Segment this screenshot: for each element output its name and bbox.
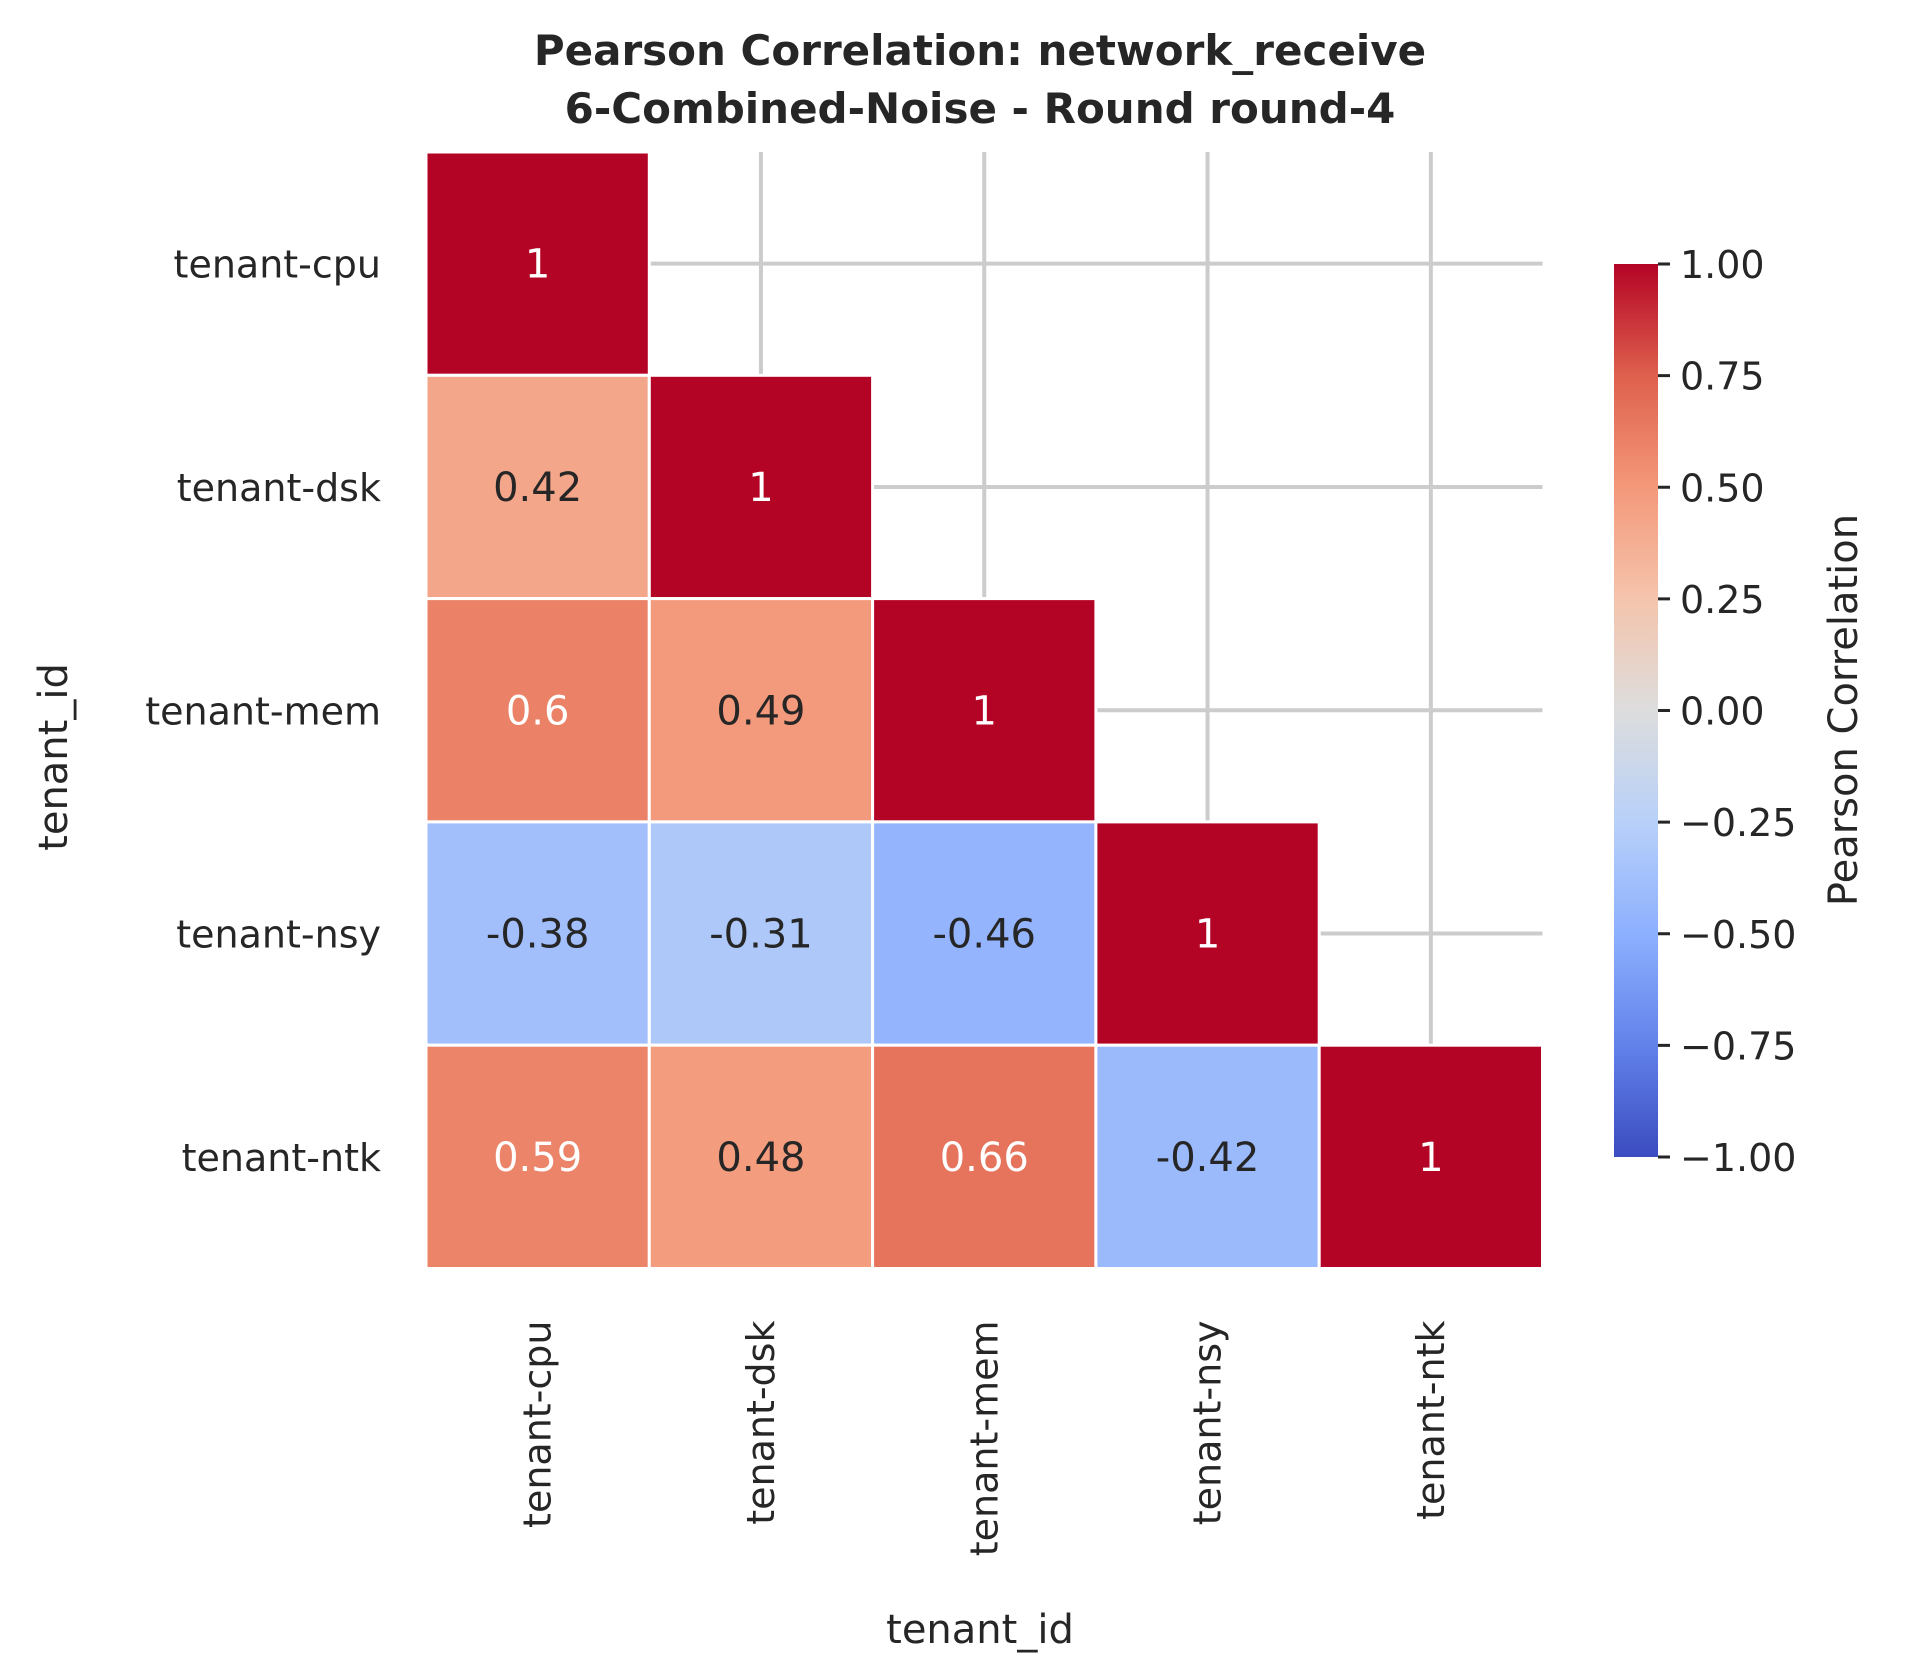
x-tick-label: tenant-mem: [962, 1321, 1006, 1557]
cell-value-label: 0.42: [493, 465, 582, 511]
colorbar-label: Pearson Correlation: [1821, 514, 1867, 906]
colorbar-tick-label: 0.25: [1680, 578, 1765, 622]
cell-value-label: -0.42: [1156, 1135, 1260, 1181]
heatmap-cell: [1317, 1043, 1544, 1270]
colorbar-tick-label: −1.00: [1680, 1136, 1796, 1180]
cell-value-label: 1: [1418, 1135, 1443, 1181]
colorbar: [1614, 264, 1658, 1157]
colorbar-tick-label: 0.75: [1680, 355, 1765, 399]
x-tick-labels: tenant-cpu tenant-dsk tenant-mem tenant-nsy…: [516, 1321, 1453, 1557]
heatmap-cells: 1 0.42 1 0.6 0.49 1 -0.38 -0.31 -0.46 1 0.59 0.48 0.…: [424, 150, 1544, 1270]
colorbar-tick-label: 1.00: [1680, 243, 1765, 287]
heatmap-cell: [871, 820, 1098, 1047]
x-tick-label: tenant-nsy: [1186, 1321, 1230, 1526]
y-tick-label: tenant-nsy: [176, 913, 381, 957]
colorbar-ticks: 1.00 0.75 0.50 0.25 0.00 −0.25 −0.50 −0.75 −1.00: [1658, 243, 1796, 1180]
x-tick-label: tenant-ntk: [1409, 1321, 1453, 1520]
y-tick-label: tenant-cpu: [174, 243, 381, 287]
heatmap-cell: [424, 1043, 651, 1270]
chart-title-line2: 6-Combined-Noise - Round round-4: [565, 84, 1396, 133]
cell-value-label: 1: [972, 688, 997, 734]
heatmap-cell: [871, 597, 1098, 824]
colorbar-tick-label: 0.50: [1680, 466, 1765, 510]
y-tick-label: tenant-mem: [145, 689, 381, 733]
colorbar-tick-label: −0.50: [1680, 913, 1796, 957]
chart-title-line1: Pearson Correlation: network_receive: [534, 26, 1426, 75]
y-tick-labels: tenant-cpu tenant-dsk tenant-mem tenant-nsy…: [145, 243, 381, 1180]
y-tick-label: tenant-ntk: [182, 1136, 381, 1180]
cell-value-label: 0.66: [940, 1135, 1029, 1181]
heatmap-cell: [424, 150, 651, 377]
heatmap-cell: [871, 1043, 1098, 1270]
cell-value-label: -0.46: [933, 912, 1037, 958]
cell-value-label: 1: [1195, 912, 1220, 958]
x-axis-label: tenant_id: [886, 1607, 1074, 1653]
colorbar-tick-label: 0.00: [1680, 690, 1765, 734]
x-tick-label: tenant-dsk: [739, 1321, 783, 1525]
heatmap-cell: [1094, 820, 1321, 1047]
cell-value-label: 0.48: [716, 1135, 805, 1181]
cell-value-label: 0.6: [506, 688, 570, 734]
colorbar-tick-label: −0.75: [1680, 1024, 1796, 1068]
y-axis-label: tenant_id: [31, 663, 77, 851]
colorbar-tick-label: −0.25: [1680, 801, 1796, 845]
cell-value-label: -0.38: [486, 912, 590, 958]
cell-value-label: 0.49: [716, 688, 805, 734]
cell-value-label: 1: [525, 242, 550, 288]
heatmap-cell: [647, 1043, 875, 1270]
heatmap-cell: [1094, 1043, 1321, 1270]
heatmap-cell: [424, 820, 651, 1047]
y-tick-label: tenant-dsk: [177, 466, 381, 510]
cell-value-label: -0.31: [709, 912, 813, 958]
cell-value-label: 1: [748, 465, 773, 511]
heatmap-cell: [424, 597, 651, 824]
heatmap-cell: [424, 373, 651, 601]
heatmap-cell: [647, 597, 875, 824]
x-tick-label: tenant-cpu: [516, 1321, 560, 1528]
cell-value-label: 0.59: [493, 1135, 582, 1181]
